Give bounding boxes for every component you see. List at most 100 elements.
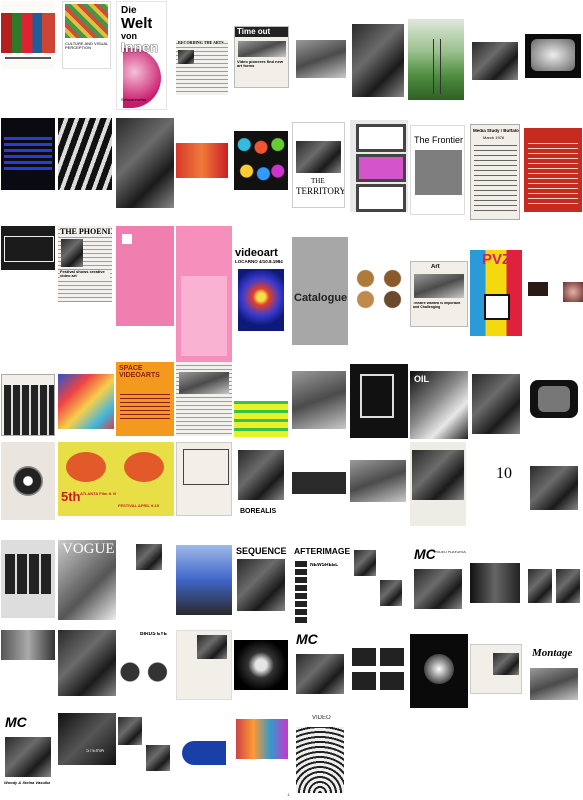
tile-completed-works[interactable] xyxy=(526,452,582,530)
tile-vogue[interactable]: VOGUE xyxy=(58,540,116,620)
tile-dark-photo-a[interactable] xyxy=(292,472,346,494)
tile-the-phoenix[interactable]: THE PHOENIX Festival shows creative vide… xyxy=(58,226,112,302)
tile-atlanta-b[interactable]: FESTIVAL APRIL 9-15 xyxy=(116,442,174,516)
tile-grid-poster[interactable] xyxy=(1,540,55,618)
afterimage-title: AFTERIMAGE xyxy=(294,547,350,556)
tile-photo-monitors[interactable] xyxy=(296,40,346,78)
locarno-date: LOCARNO 4/10.8.1984 xyxy=(235,260,283,264)
tile-crowd-photo[interactable] xyxy=(58,630,116,696)
tile-video-art-america[interactable] xyxy=(410,442,466,526)
tile-red-figures[interactable] xyxy=(1,1,55,69)
tile-article-b[interactable] xyxy=(470,644,522,694)
tile-screen-grid[interactable] xyxy=(350,644,406,700)
tile-catalogue[interactable]: Catalogue xyxy=(292,237,348,345)
tile-color-frames[interactable] xyxy=(234,713,290,791)
tile-photo-bw-a[interactable] xyxy=(58,118,112,190)
tile-photo-bw-b[interactable] xyxy=(116,118,174,208)
space-title: SPACE VIDEOARTS xyxy=(119,365,160,379)
tile-color-grid[interactable] xyxy=(234,131,288,190)
tile-pink-b[interactable] xyxy=(176,226,232,362)
atlanta-text: ATLANTA Film & Video xyxy=(80,492,116,496)
tile-photo-tv[interactable] xyxy=(525,34,581,78)
timeout-sub: Video pioneers find new art forms xyxy=(237,60,283,68)
tile-montage[interactable]: Montage xyxy=(526,644,582,704)
tile-culture-visual-perception[interactable]: CULTURE AND VISUAL PERCEPTION xyxy=(62,1,111,69)
tile-newspaper-a[interactable] xyxy=(176,362,232,436)
tile-sequence[interactable]: SEQUENCE xyxy=(234,545,288,615)
tile-wave-poster[interactable]: VIDEO xyxy=(292,713,348,798)
tile-blue-room[interactable] xyxy=(176,545,232,615)
tile-monitors-photo[interactable] xyxy=(350,460,406,502)
art-head: Art xyxy=(431,264,440,270)
tile-the-territory[interactable]: THE TERRITORY xyxy=(292,122,345,208)
tile-dark-poster[interactable] xyxy=(350,364,408,438)
tile-photo-set[interactable] xyxy=(116,540,174,598)
tile-festival-program[interactable] xyxy=(1,374,55,436)
tile-space-videoarts[interactable]: SPACE VIDEOARTS xyxy=(116,362,174,436)
tile-photo-pair[interactable] xyxy=(526,565,582,609)
tile-mc-playgrounds-a[interactable]: MC VIDEO PLAYGROUNDS xyxy=(410,545,466,627)
newsreel-title: NEWSREEL xyxy=(310,563,339,568)
tile-birds-eye[interactable]: BIRDS EYE xyxy=(116,630,174,690)
tile-photo-equipment[interactable] xyxy=(352,24,404,97)
tile-afterimage[interactable]: AFTERIMAGE NEWSREEL xyxy=(292,545,350,627)
tile-newsletter[interactable] xyxy=(176,442,232,516)
welt-title: Welt xyxy=(121,16,153,31)
tile-tv-set[interactable] xyxy=(526,378,582,436)
tile-tv-screens[interactable] xyxy=(350,120,408,212)
atlanta-num: 5th xyxy=(61,490,81,503)
videoart-title: videoart xyxy=(235,248,278,259)
tile-blue-swoosh[interactable] xyxy=(176,741,232,767)
tile-red-schedule[interactable] xyxy=(524,128,582,212)
tile-mc-playgrounds-b[interactable]: MC xyxy=(292,630,348,710)
tile-oil-faces[interactable]: OIL xyxy=(410,371,468,439)
welt-die: Die xyxy=(121,6,137,16)
tile-photo-people[interactable] xyxy=(1,630,55,660)
tile-ten-article[interactable]: 10 xyxy=(470,446,522,526)
frontier-title: The Frontier xyxy=(414,136,464,145)
tile-recording-the-arts[interactable]: RECORDING THE ARTS xyxy=(176,40,228,95)
tile-the-frontier[interactable]: The Frontier xyxy=(410,125,465,215)
tile-time-out[interactable]: Time out Video pioneers find new art for… xyxy=(234,26,289,88)
tile-photo-machine[interactable] xyxy=(292,371,346,429)
tile-small-tv[interactable] xyxy=(528,282,548,296)
steina-label: STEINA xyxy=(86,749,105,754)
tile-photos-collage[interactable] xyxy=(350,546,406,630)
timeout-head: Time out xyxy=(237,28,271,36)
tile-colorful-poster[interactable] xyxy=(58,374,114,429)
tile-pink-a[interactable] xyxy=(116,226,174,326)
montage-title: Montage xyxy=(532,648,573,659)
tile-videoart-locarno[interactable]: videoart LOCARNO 4/10.8.1984 xyxy=(234,247,288,335)
tile-photo-grid[interactable] xyxy=(352,268,406,310)
tile-art-article[interactable]: Art Theatre Wanted is Important and Chal… xyxy=(410,261,468,327)
tile-typed-page[interactable] xyxy=(176,630,232,700)
art-sub: Theatre Wanted is Important and Challeng… xyxy=(413,302,461,309)
tile-dark-room[interactable]: STEINA xyxy=(58,713,116,765)
media-study-date: March 1976 xyxy=(483,136,505,140)
media-study-title: Media Study / Buffalo xyxy=(473,129,519,133)
tile-media-study[interactable]: Media Study / Buffalo March 1976 xyxy=(470,124,520,220)
tile-collage-b[interactable] xyxy=(116,713,174,775)
vogue-title: VOGUE xyxy=(62,542,115,557)
tile-film-reel-poster[interactable] xyxy=(1,442,55,520)
birds-eye-title: BIRDS EYE xyxy=(140,632,167,637)
tile-yellow-green[interactable] xyxy=(234,401,288,437)
territory-the: THE xyxy=(311,178,325,185)
tile-small-pink[interactable] xyxy=(563,282,583,302)
tile-dark-circle[interactable] xyxy=(234,640,288,690)
tile-pvz[interactable]: PVZ xyxy=(470,250,522,336)
tile-photo-portrait[interactable] xyxy=(472,42,518,80)
tile-atlanta-a[interactable]: 5th ATLANTA Film & Video xyxy=(58,442,116,516)
tile-blue-screen[interactable] xyxy=(1,118,55,190)
tile-welt-von-innen[interactable]: Die Welt von Innen Schwarzweiss xyxy=(116,1,167,110)
tile-photo-tower[interactable] xyxy=(408,19,464,100)
tile-dark-strip[interactable] xyxy=(470,563,520,603)
woody-steina: Woody & Steina Vasulka xyxy=(4,781,51,785)
sequence-title: SEQUENCE xyxy=(236,547,287,556)
tile-video-show[interactable] xyxy=(1,226,55,270)
tile-black-scene[interactable] xyxy=(410,634,468,708)
tile-mc-playgrounds-c[interactable]: MC Woody & Steina Vasulka xyxy=(1,713,55,791)
tile-borealis[interactable]: BOREALIS xyxy=(234,448,288,526)
tile-faces-article[interactable] xyxy=(470,362,522,436)
tile-red-stage[interactable] xyxy=(176,143,228,178)
